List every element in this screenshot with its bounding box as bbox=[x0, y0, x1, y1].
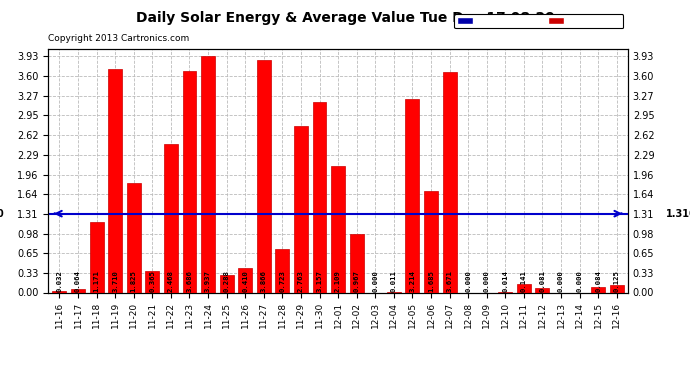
Bar bbox=[238, 268, 252, 292]
Text: 3.710: 3.710 bbox=[112, 270, 118, 292]
Bar bbox=[442, 72, 457, 292]
Bar bbox=[90, 222, 104, 292]
Text: 3.671: 3.671 bbox=[446, 270, 453, 292]
Text: 0.064: 0.064 bbox=[75, 270, 81, 292]
Text: Copyright 2013 Cartronics.com: Copyright 2013 Cartronics.com bbox=[48, 34, 190, 43]
Text: 2.468: 2.468 bbox=[168, 270, 174, 292]
Text: 3.214: 3.214 bbox=[409, 270, 415, 292]
Bar bbox=[127, 183, 141, 292]
Text: 0.967: 0.967 bbox=[354, 270, 359, 292]
Bar bbox=[219, 275, 234, 292]
Bar bbox=[201, 56, 215, 292]
Text: 0.000: 0.000 bbox=[465, 270, 471, 292]
Bar bbox=[257, 60, 270, 292]
Bar bbox=[71, 289, 85, 292]
Text: 0.000: 0.000 bbox=[577, 270, 582, 292]
Text: 0.365: 0.365 bbox=[149, 270, 155, 292]
Text: 1.171: 1.171 bbox=[94, 270, 99, 292]
Text: 3.866: 3.866 bbox=[261, 270, 267, 292]
Text: 1.310: 1.310 bbox=[666, 209, 690, 219]
Text: 0.011: 0.011 bbox=[391, 270, 397, 292]
Bar bbox=[591, 288, 605, 292]
Bar bbox=[517, 284, 531, 292]
Bar bbox=[52, 291, 66, 292]
Text: 0.141: 0.141 bbox=[521, 270, 527, 292]
Text: 3.937: 3.937 bbox=[205, 270, 211, 292]
Text: 0.000: 0.000 bbox=[372, 270, 378, 292]
Bar bbox=[183, 70, 197, 292]
Bar bbox=[313, 102, 326, 292]
Text: 0.000: 0.000 bbox=[558, 270, 564, 292]
Text: 2.109: 2.109 bbox=[335, 270, 341, 292]
Bar bbox=[331, 166, 345, 292]
Bar bbox=[294, 126, 308, 292]
Text: 0.723: 0.723 bbox=[279, 270, 286, 292]
Text: 0.084: 0.084 bbox=[595, 270, 601, 292]
Text: 0.081: 0.081 bbox=[540, 270, 546, 292]
Text: 0.288: 0.288 bbox=[224, 270, 230, 292]
Text: 1.685: 1.685 bbox=[428, 270, 434, 292]
Text: 0.125: 0.125 bbox=[613, 270, 620, 292]
Bar bbox=[108, 69, 122, 292]
Text: 0.032: 0.032 bbox=[57, 270, 63, 292]
Bar bbox=[610, 285, 624, 292]
Text: 0.014: 0.014 bbox=[502, 270, 509, 292]
Bar bbox=[535, 288, 549, 292]
Text: 0.410: 0.410 bbox=[242, 270, 248, 292]
Text: 0.000: 0.000 bbox=[484, 270, 490, 292]
Text: Daily Solar Energy & Average Value Tue Dec 17 08:29: Daily Solar Energy & Average Value Tue D… bbox=[135, 11, 555, 25]
Bar bbox=[406, 99, 420, 292]
Text: 2.763: 2.763 bbox=[298, 270, 304, 292]
Bar bbox=[275, 249, 289, 292]
Text: 1.825: 1.825 bbox=[130, 270, 137, 292]
Bar bbox=[146, 270, 159, 292]
Legend: Average  ($), Daily   ($): Average ($), Daily ($) bbox=[455, 14, 623, 28]
Text: 1.310: 1.310 bbox=[0, 209, 5, 219]
Text: 3.157: 3.157 bbox=[317, 270, 322, 292]
Bar bbox=[164, 144, 178, 292]
Bar bbox=[350, 234, 364, 292]
Text: 3.686: 3.686 bbox=[186, 270, 193, 292]
Bar bbox=[424, 191, 438, 292]
